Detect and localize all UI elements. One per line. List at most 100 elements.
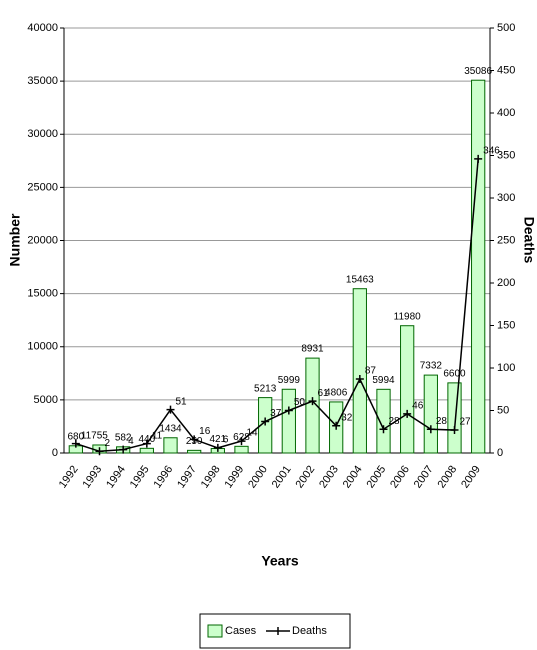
deaths-marker <box>474 154 483 163</box>
x-tick-label: 2008 <box>435 464 459 491</box>
bar <box>376 388 391 454</box>
bar <box>400 325 415 454</box>
value-label: 5994 <box>372 375 395 386</box>
y-tick-label: 15000 <box>27 288 58 300</box>
value-label: 1434 <box>159 423 182 434</box>
x-tick-label: 2004 <box>341 464 365 491</box>
value-label: 32 <box>341 412 353 423</box>
bar <box>352 288 367 454</box>
value-label: 680 <box>67 431 84 442</box>
value-label: 6600 <box>443 369 466 380</box>
value-label: 4806 <box>325 388 348 399</box>
x-tick-label: 1995 <box>128 464 152 491</box>
y-tick-label: 40000 <box>27 22 58 34</box>
y2-axis-title: Deaths <box>521 217 537 264</box>
value-label: 27 <box>460 417 472 428</box>
x-tick-label: 2000 <box>246 464 270 491</box>
x-tick-label: 1998 <box>199 464 223 491</box>
x-tick-label: 2005 <box>364 464 388 491</box>
y2-tick-label: 100 <box>497 362 515 374</box>
deaths-marker <box>213 443 222 452</box>
bar <box>187 449 202 454</box>
y2-tick-label: 500 <box>497 22 515 34</box>
deaths-marker <box>284 406 293 415</box>
value-label: 35086 <box>464 66 492 77</box>
y-tick-label: 25000 <box>27 181 58 193</box>
value-label: 37 <box>270 408 282 419</box>
value-label: 11 <box>81 430 92 441</box>
legend-label: Cases <box>225 625 257 637</box>
x-tick-label: 1994 <box>104 464 128 491</box>
deaths-marker <box>355 375 364 384</box>
y2-tick-label: 0 <box>497 447 503 459</box>
deaths-marker <box>379 425 388 434</box>
value-label: 5213 <box>254 383 277 394</box>
value-label: 16 <box>199 426 211 437</box>
deaths-marker <box>237 437 246 446</box>
value-label: 5999 <box>278 375 301 386</box>
bar <box>234 445 249 454</box>
bar <box>163 437 178 454</box>
y-tick-label: 5000 <box>34 394 58 406</box>
y2-tick-label: 300 <box>497 192 515 204</box>
value-label: 61 <box>318 388 330 399</box>
x-tick-label: 2002 <box>293 464 317 491</box>
value-label: 421 <box>209 434 226 445</box>
y-axis-title: Number <box>7 213 23 266</box>
value-label: 755 <box>91 431 108 442</box>
bar <box>471 79 486 454</box>
x-tick-label: 1999 <box>222 464 246 491</box>
legend-label: Deaths <box>292 625 327 637</box>
deaths-marker <box>450 426 459 435</box>
y-tick-label: 30000 <box>27 128 58 140</box>
y2-tick-label: 150 <box>497 319 515 331</box>
value-label: 51 <box>176 396 188 407</box>
y-tick-label: 10000 <box>27 341 58 353</box>
deaths-marker <box>166 405 175 414</box>
deaths-marker <box>403 409 412 418</box>
deaths-marker <box>261 417 270 426</box>
value-label: 11980 <box>394 311 422 322</box>
x-tick-label: 2003 <box>317 464 341 491</box>
value-label: 28 <box>389 416 401 427</box>
x-tick-label: 2001 <box>270 464 294 491</box>
value-label: 4 <box>128 436 134 447</box>
deaths-marker <box>332 421 341 430</box>
bar <box>423 374 438 454</box>
deaths-marker <box>426 425 435 434</box>
deaths-marker <box>190 435 199 444</box>
value-label: 50 <box>294 397 306 408</box>
x-axis-title: Years <box>261 553 299 569</box>
legend-swatch <box>207 624 223 638</box>
value-label: 46 <box>412 401 424 412</box>
y2-tick-label: 200 <box>497 277 515 289</box>
value-label: 346 <box>483 146 500 157</box>
y-tick-label: 35000 <box>27 75 58 87</box>
value-label: 440 <box>138 434 155 445</box>
value-label: 8931 <box>301 344 324 355</box>
y-tick-label: 0 <box>52 447 58 459</box>
x-tick-label: 2007 <box>412 464 436 491</box>
value-label: 14 <box>247 428 259 439</box>
value-label: 15463 <box>346 274 374 285</box>
y2-tick-label: 400 <box>497 107 515 119</box>
deaths-marker <box>71 439 80 448</box>
legend-line <box>266 627 290 635</box>
value-label: 582 <box>115 432 132 443</box>
bar <box>281 388 296 454</box>
x-tick-label: 1997 <box>175 464 199 491</box>
value-label: 2 <box>105 438 111 449</box>
y2-tick-label: 350 <box>497 149 515 161</box>
x-tick-label: 2009 <box>459 464 483 491</box>
value-label: 87 <box>365 366 377 377</box>
deaths-marker <box>95 447 104 456</box>
deaths-marker <box>308 397 317 406</box>
x-tick-label: 2006 <box>388 464 412 491</box>
y-tick-label: 20000 <box>27 234 58 246</box>
x-tick-label: 1996 <box>151 464 175 491</box>
x-tick-label: 1992 <box>57 464 81 491</box>
bar <box>139 447 154 454</box>
x-tick-label: 1993 <box>80 464 104 491</box>
value-label: 6 <box>223 435 229 446</box>
